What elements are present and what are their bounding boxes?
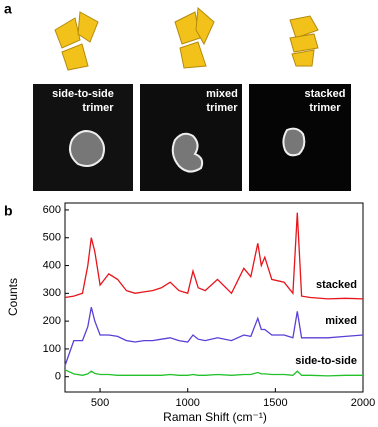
particle [69, 127, 306, 173]
series-label: mixed [325, 315, 357, 327]
sem-label: side-to-side [52, 88, 114, 100]
series-line [64, 369, 363, 377]
y-tick-label: 400 [43, 259, 61, 271]
x-tick-label: 500 [91, 397, 109, 409]
y-tick-label: 500 [43, 232, 61, 244]
series-label: stacked [316, 279, 357, 291]
y-axis-title: Counts [6, 278, 20, 316]
sem-label: stacked [305, 88, 346, 100]
sem-label: trimer [309, 102, 341, 114]
sem-label: trimer [82, 102, 114, 114]
sem-label: mixed [206, 88, 238, 100]
x-tick-label: 2000 [351, 397, 375, 409]
series-line [64, 212, 364, 300]
panel-label: b [4, 203, 13, 219]
y-tick-label: 100 [43, 343, 61, 355]
gold-model [54, 6, 319, 71]
x-tick-label: 1500 [263, 397, 287, 409]
series-label: side-to-side [295, 355, 357, 367]
y-tick-label: 600 [43, 204, 61, 216]
x-axis-title: Raman Shift (cm⁻¹) [163, 410, 267, 424]
series-line [64, 307, 364, 366]
y-tick-label: 300 [43, 287, 61, 299]
sem-label: trimer [206, 102, 238, 114]
y-tick-label: 200 [43, 315, 61, 327]
x-tick-label: 1000 [175, 397, 199, 409]
panel-label: a [4, 1, 12, 17]
y-tick-label: 0 [55, 371, 61, 383]
